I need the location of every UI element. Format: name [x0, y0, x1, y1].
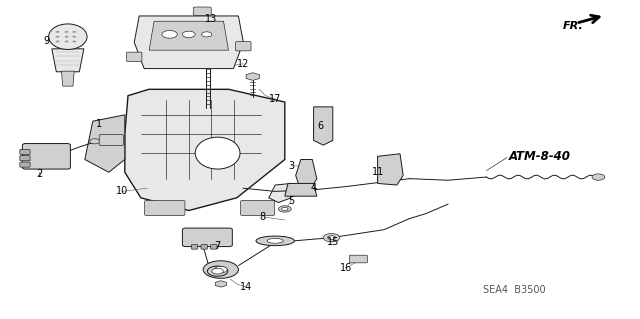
Circle shape	[72, 41, 76, 42]
Polygon shape	[61, 71, 74, 86]
Text: 4: 4	[310, 183, 317, 193]
Text: 11: 11	[371, 167, 384, 177]
Text: 7: 7	[214, 241, 221, 251]
FancyBboxPatch shape	[201, 245, 207, 249]
Polygon shape	[134, 16, 243, 69]
FancyBboxPatch shape	[20, 162, 30, 167]
FancyBboxPatch shape	[191, 245, 198, 249]
FancyBboxPatch shape	[20, 156, 30, 161]
Circle shape	[212, 268, 223, 274]
Ellipse shape	[195, 137, 240, 169]
FancyBboxPatch shape	[99, 135, 124, 145]
Polygon shape	[314, 107, 333, 145]
Text: 17: 17	[269, 94, 282, 104]
FancyBboxPatch shape	[22, 144, 70, 169]
Circle shape	[90, 139, 100, 144]
Text: 8: 8	[259, 212, 266, 222]
Circle shape	[56, 31, 60, 33]
Text: 10: 10	[115, 186, 128, 197]
Circle shape	[182, 31, 195, 38]
Ellipse shape	[49, 24, 87, 49]
Text: 5: 5	[288, 196, 294, 206]
Polygon shape	[285, 183, 317, 196]
Ellipse shape	[207, 266, 228, 276]
Circle shape	[65, 31, 68, 33]
Circle shape	[202, 32, 212, 37]
Ellipse shape	[268, 239, 283, 243]
Circle shape	[56, 36, 60, 38]
Polygon shape	[85, 115, 125, 172]
Circle shape	[592, 174, 605, 180]
Circle shape	[214, 266, 227, 273]
Polygon shape	[296, 160, 317, 190]
Polygon shape	[269, 183, 291, 203]
Text: 12: 12	[237, 59, 250, 69]
Circle shape	[65, 36, 68, 38]
Polygon shape	[378, 154, 403, 185]
Text: ATM-8-40: ATM-8-40	[509, 150, 571, 163]
Circle shape	[328, 236, 335, 240]
Polygon shape	[149, 21, 228, 50]
FancyBboxPatch shape	[211, 245, 217, 249]
Text: 1: 1	[96, 119, 102, 130]
FancyBboxPatch shape	[127, 52, 142, 61]
FancyBboxPatch shape	[145, 200, 185, 216]
Polygon shape	[52, 49, 84, 72]
Circle shape	[72, 31, 76, 33]
Text: 3: 3	[288, 161, 294, 171]
FancyBboxPatch shape	[241, 200, 275, 216]
FancyBboxPatch shape	[349, 255, 367, 263]
Circle shape	[282, 207, 288, 211]
Ellipse shape	[204, 261, 238, 278]
Text: 15: 15	[326, 237, 339, 248]
Text: 2: 2	[36, 169, 43, 179]
Circle shape	[278, 206, 291, 212]
FancyBboxPatch shape	[236, 42, 251, 51]
Circle shape	[56, 41, 60, 42]
Text: 13: 13	[205, 14, 218, 24]
FancyBboxPatch shape	[182, 228, 232, 247]
Ellipse shape	[256, 236, 294, 246]
Polygon shape	[125, 89, 285, 211]
Text: 9: 9	[43, 36, 49, 47]
Text: FR.: FR.	[563, 21, 584, 32]
Circle shape	[162, 31, 177, 38]
FancyBboxPatch shape	[193, 7, 211, 15]
FancyBboxPatch shape	[20, 149, 30, 154]
Circle shape	[65, 41, 68, 42]
Circle shape	[323, 234, 340, 242]
Text: 16: 16	[339, 263, 352, 273]
Circle shape	[72, 36, 76, 38]
Text: 14: 14	[240, 282, 253, 292]
Text: SEA4  B3500: SEA4 B3500	[483, 285, 546, 295]
Text: 6: 6	[317, 121, 323, 131]
